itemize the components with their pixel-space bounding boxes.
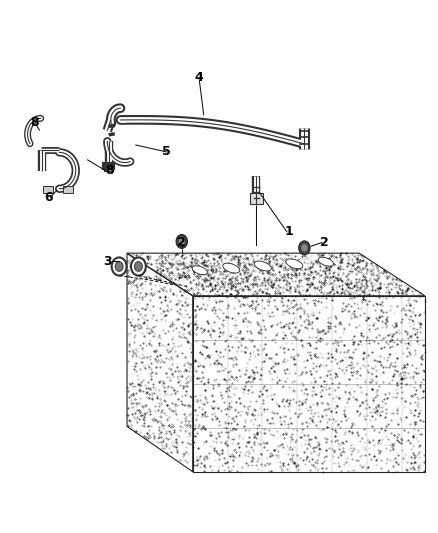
Ellipse shape (192, 266, 207, 274)
Text: 8: 8 (105, 164, 114, 177)
Bar (43, 186, 53, 193)
Circle shape (134, 262, 142, 271)
Circle shape (112, 257, 127, 276)
Bar (104, 165, 113, 171)
Ellipse shape (223, 263, 240, 273)
Circle shape (115, 262, 123, 271)
Text: 2: 2 (177, 236, 186, 249)
Circle shape (299, 241, 310, 255)
Circle shape (131, 257, 146, 276)
Circle shape (179, 238, 185, 245)
Text: 2: 2 (320, 236, 328, 249)
Text: 5: 5 (162, 146, 171, 158)
FancyBboxPatch shape (250, 193, 263, 204)
Text: 4: 4 (195, 71, 204, 84)
Bar (63, 186, 73, 193)
Ellipse shape (254, 261, 271, 271)
Text: 8: 8 (31, 116, 39, 129)
Circle shape (301, 244, 307, 252)
Circle shape (176, 235, 187, 248)
Text: 3: 3 (103, 255, 112, 268)
Ellipse shape (286, 259, 303, 269)
Text: 1: 1 (285, 225, 293, 238)
Text: 6: 6 (44, 191, 53, 204)
Ellipse shape (318, 257, 333, 266)
